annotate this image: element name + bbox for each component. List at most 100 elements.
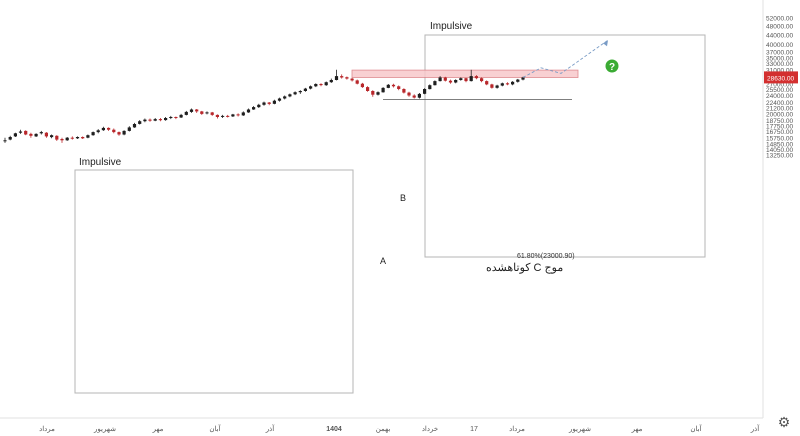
candle	[236, 113, 240, 117]
candle-body	[267, 102, 271, 104]
candle-body	[29, 133, 33, 136]
y-tick-label: 20000.00	[766, 111, 793, 118]
candle-body	[381, 87, 385, 93]
candle-body	[350, 78, 354, 81]
candle	[18, 129, 23, 134]
candle	[490, 83, 494, 89]
candle	[423, 88, 427, 95]
candle-body	[459, 78, 463, 80]
candle-body	[309, 86, 313, 89]
y-tick-label: 44000.00	[766, 32, 793, 39]
candle-body	[34, 133, 38, 137]
candle	[386, 84, 390, 89]
wave-c-label: موج C کوتاهشده	[486, 262, 563, 274]
candle-body	[272, 100, 276, 104]
candle-body	[257, 104, 261, 108]
y-tick-label: 21200.00	[766, 106, 793, 113]
candle	[55, 135, 59, 141]
candles-layer	[3, 69, 525, 143]
fib-level-label: 61.80%(23000.90)	[517, 253, 575, 260]
candle-body	[495, 85, 499, 88]
candle	[184, 110, 188, 116]
candle-body	[24, 130, 28, 135]
candle-body	[428, 85, 432, 90]
candle	[407, 91, 411, 97]
candle-body	[246, 109, 251, 113]
candle-body	[443, 77, 447, 81]
candle-body	[417, 93, 421, 98]
candle-body	[329, 80, 333, 83]
impulsive-left-box	[74, 169, 354, 394]
current-price-label: 28630.00	[767, 75, 794, 82]
candle	[340, 74, 344, 79]
candle	[96, 129, 100, 134]
candle	[241, 111, 245, 116]
candle-body	[241, 112, 245, 116]
candle	[350, 77, 354, 82]
candle	[324, 81, 328, 86]
projection-arrowhead	[603, 40, 608, 47]
candle-body	[107, 127, 111, 130]
candle	[81, 136, 85, 139]
candle	[148, 118, 152, 122]
x-tick-label: مهر	[631, 426, 643, 433]
candle-body	[386, 84, 390, 88]
candle-body	[490, 84, 494, 88]
candle-body	[75, 137, 80, 139]
candle	[293, 91, 297, 96]
y-tick-label: 15750.00	[766, 135, 793, 142]
candle	[70, 136, 74, 140]
candle	[459, 77, 463, 81]
annotation-boxes	[74, 34, 706, 394]
candle	[298, 90, 302, 94]
candle-body	[464, 78, 468, 82]
candle-body	[407, 92, 411, 96]
candle-body	[521, 77, 525, 80]
wave-b-label: B	[400, 193, 406, 203]
candle-body	[55, 135, 59, 140]
candle-body	[81, 137, 85, 139]
x-tick-label: خرداد	[422, 425, 438, 433]
candle-body	[195, 109, 199, 112]
candle	[288, 93, 292, 98]
candle	[179, 113, 183, 118]
candle	[397, 85, 401, 91]
y-tick-label: 24000.00	[766, 93, 793, 100]
candle	[262, 101, 266, 106]
candle	[334, 69, 339, 81]
candle-body	[516, 79, 520, 82]
candle-body	[3, 140, 7, 142]
chart-settings-gear-icon[interactable]: ⚙	[777, 414, 791, 430]
candle-body	[112, 129, 116, 133]
candle-body	[184, 111, 188, 115]
y-tick-label: 37000.00	[766, 50, 793, 57]
candle	[283, 95, 287, 100]
candle-body	[189, 109, 194, 112]
x-tick-label: آبان	[690, 423, 702, 433]
x-tick-label: 1404	[326, 426, 342, 433]
candle	[60, 137, 64, 143]
x-tick-label: مرداد	[39, 425, 55, 433]
x-tick-label: مهر	[152, 426, 164, 433]
candle-body	[252, 107, 256, 110]
candle	[329, 78, 333, 83]
candle	[443, 76, 447, 82]
candle	[500, 82, 504, 87]
x-tick-label: مرداد	[509, 425, 525, 433]
candle	[65, 137, 69, 141]
candle-body	[423, 89, 427, 94]
candle	[174, 116, 178, 120]
y-tick-label: 14850.00	[766, 141, 793, 148]
resistance-zone-layer	[351, 69, 579, 78]
candle-body	[340, 76, 344, 78]
candle	[252, 106, 256, 110]
candle-body	[101, 127, 105, 131]
impulsive-left-label: Impulsive	[79, 157, 122, 168]
y-tick-label: 22400.00	[766, 100, 793, 107]
candle	[272, 99, 276, 105]
candle	[39, 130, 43, 135]
candle-body	[511, 81, 515, 85]
